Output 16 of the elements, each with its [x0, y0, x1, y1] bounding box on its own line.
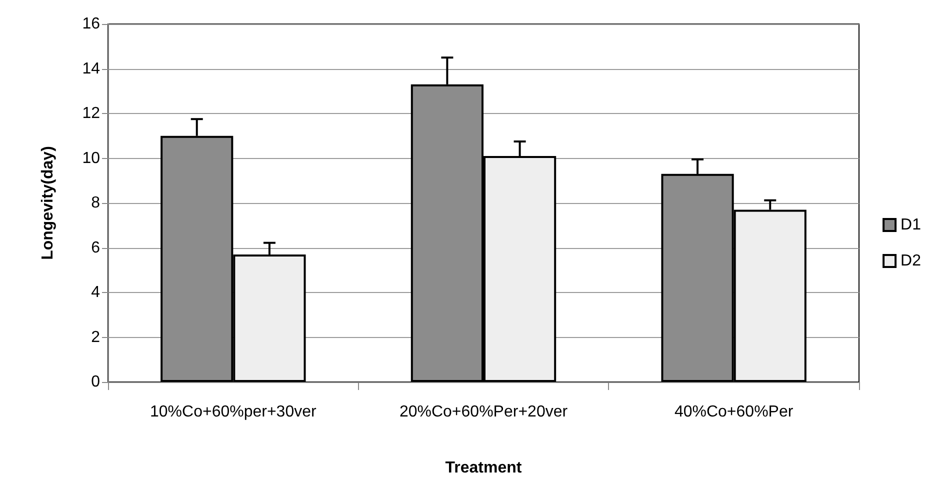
y-tick-label: 4: [91, 284, 100, 301]
y-tick-label: 16: [82, 16, 100, 32]
legend-label: D2: [900, 252, 922, 270]
x-axis-title: Treatment: [445, 460, 522, 476]
legend-label: D1: [900, 216, 922, 234]
x-tick-label: 20%Co+60%Per+20ver: [399, 404, 568, 420]
y-tick-label: 0: [91, 374, 100, 390]
y-tick-label: 14: [82, 60, 100, 78]
y-tick-label: 6: [91, 239, 100, 256]
x-tick-label: 10%Co+60%per+30ver: [150, 404, 318, 420]
y-tick-label: 10: [82, 150, 100, 167]
y-axis-title: Longevity(day): [40, 146, 56, 260]
y-tick-label: 2: [91, 328, 100, 346]
y-tick-label: 8: [91, 194, 100, 212]
x-tick-label: 40%Co+60%Per: [674, 404, 794, 420]
y-tick-label: 12: [82, 105, 100, 122]
